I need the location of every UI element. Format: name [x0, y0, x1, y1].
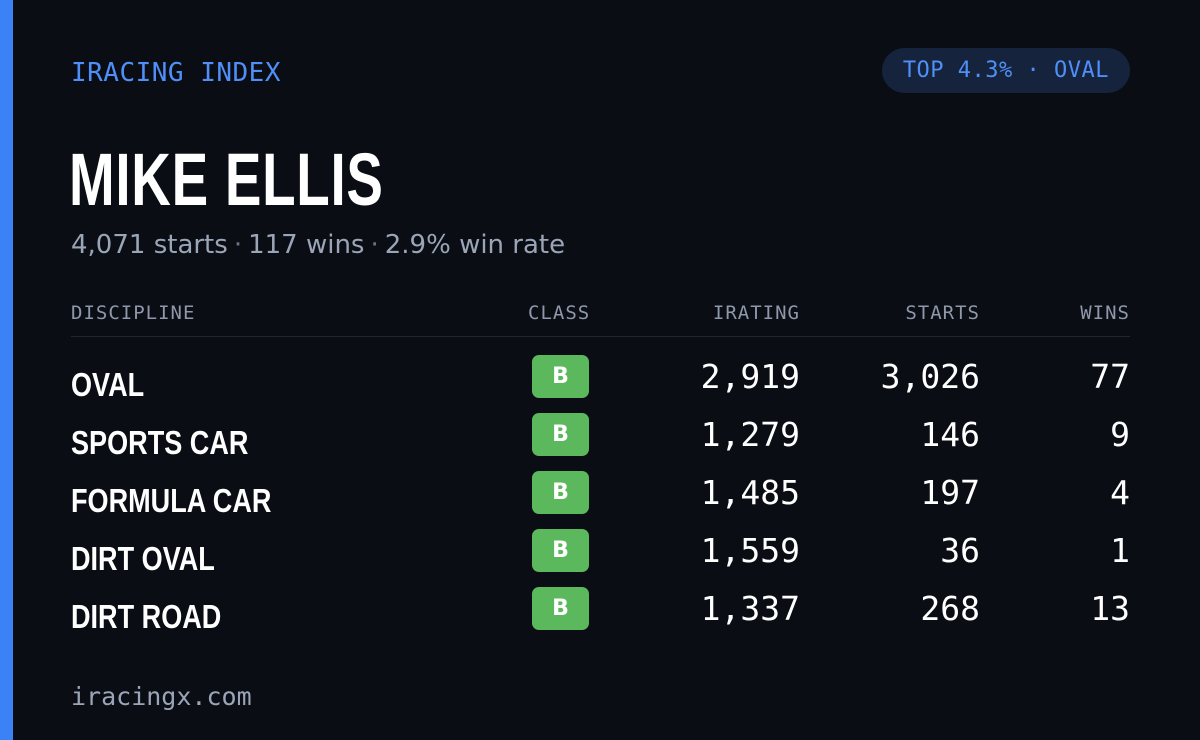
table-row: DIRT OVAL B 1,559 36 1 [71, 527, 1130, 585]
irating-value: 1,337 [700, 589, 800, 628]
column-header-wins: WINS [1080, 302, 1130, 324]
column-header-starts: STARTS [905, 302, 980, 324]
starts-value: 3,026 [880, 357, 980, 396]
summary-starts: 4,071 starts [71, 230, 228, 260]
driver-summary: 4,071 starts · 117 wins · 2.9% win rate [71, 227, 565, 263]
rank-badge: TOP 4.3% · OVAL [881, 48, 1130, 93]
table-body: OVAL B 2,919 3,026 77 SPORTS CAR B 1,279… [71, 353, 1130, 643]
summary-separator: · [233, 230, 243, 260]
brand-title: IRACING INDEX [71, 58, 281, 88]
table-header: DISCIPLINE CLASS IRATING STARTS WINS [71, 296, 1130, 337]
column-header-irating: IRATING [712, 302, 800, 324]
discipline-name: FORMULA CAR [71, 482, 272, 519]
table-row: FORMULA CAR B 1,485 197 4 [71, 469, 1130, 527]
class-badge: B [532, 587, 589, 630]
discipline-name: OVAL [71, 366, 145, 403]
wins-value: 13 [1090, 589, 1130, 628]
table-row: DIRT ROAD B 1,337 268 13 [71, 585, 1130, 643]
footer-site-link[interactable]: iracingx.com [71, 682, 252, 711]
class-badge: B [532, 529, 589, 572]
column-header-class: CLASS [528, 302, 591, 324]
discipline-name: DIRT OVAL [71, 540, 215, 577]
starts-value: 268 [920, 589, 980, 628]
table-row: SPORTS CAR B 1,279 146 9 [71, 411, 1130, 469]
column-header-discipline: DISCIPLINE [71, 302, 196, 324]
starts-value: 197 [920, 473, 980, 512]
discipline-name: SPORTS CAR [71, 424, 249, 461]
discipline-name: DIRT ROAD [71, 598, 222, 635]
table-row: OVAL B 2,919 3,026 77 [71, 353, 1130, 411]
summary-separator: · [370, 230, 379, 260]
irating-value: 2,919 [700, 357, 800, 396]
class-badge: B [532, 471, 589, 514]
irating-value: 1,279 [700, 415, 800, 454]
starts-value: 36 [940, 531, 980, 570]
class-badge: B [532, 355, 589, 398]
irating-value: 1,485 [700, 473, 800, 512]
driver-name: MIKE ELLIS [69, 138, 384, 221]
summary-win-rate: 2.9% win rate [384, 230, 566, 260]
accent-bar [0, 0, 13, 740]
discipline-table: DISCIPLINE CLASS IRATING STARTS WINS OVA… [71, 296, 1130, 643]
irating-value: 1,559 [700, 531, 800, 570]
wins-value: 77 [1090, 357, 1130, 396]
wins-value: 4 [1110, 473, 1130, 512]
starts-value: 146 [920, 415, 980, 454]
class-badge: B [532, 413, 589, 456]
summary-wins: 117 wins [248, 230, 365, 260]
wins-value: 1 [1110, 531, 1130, 570]
wins-value: 9 [1110, 415, 1130, 454]
